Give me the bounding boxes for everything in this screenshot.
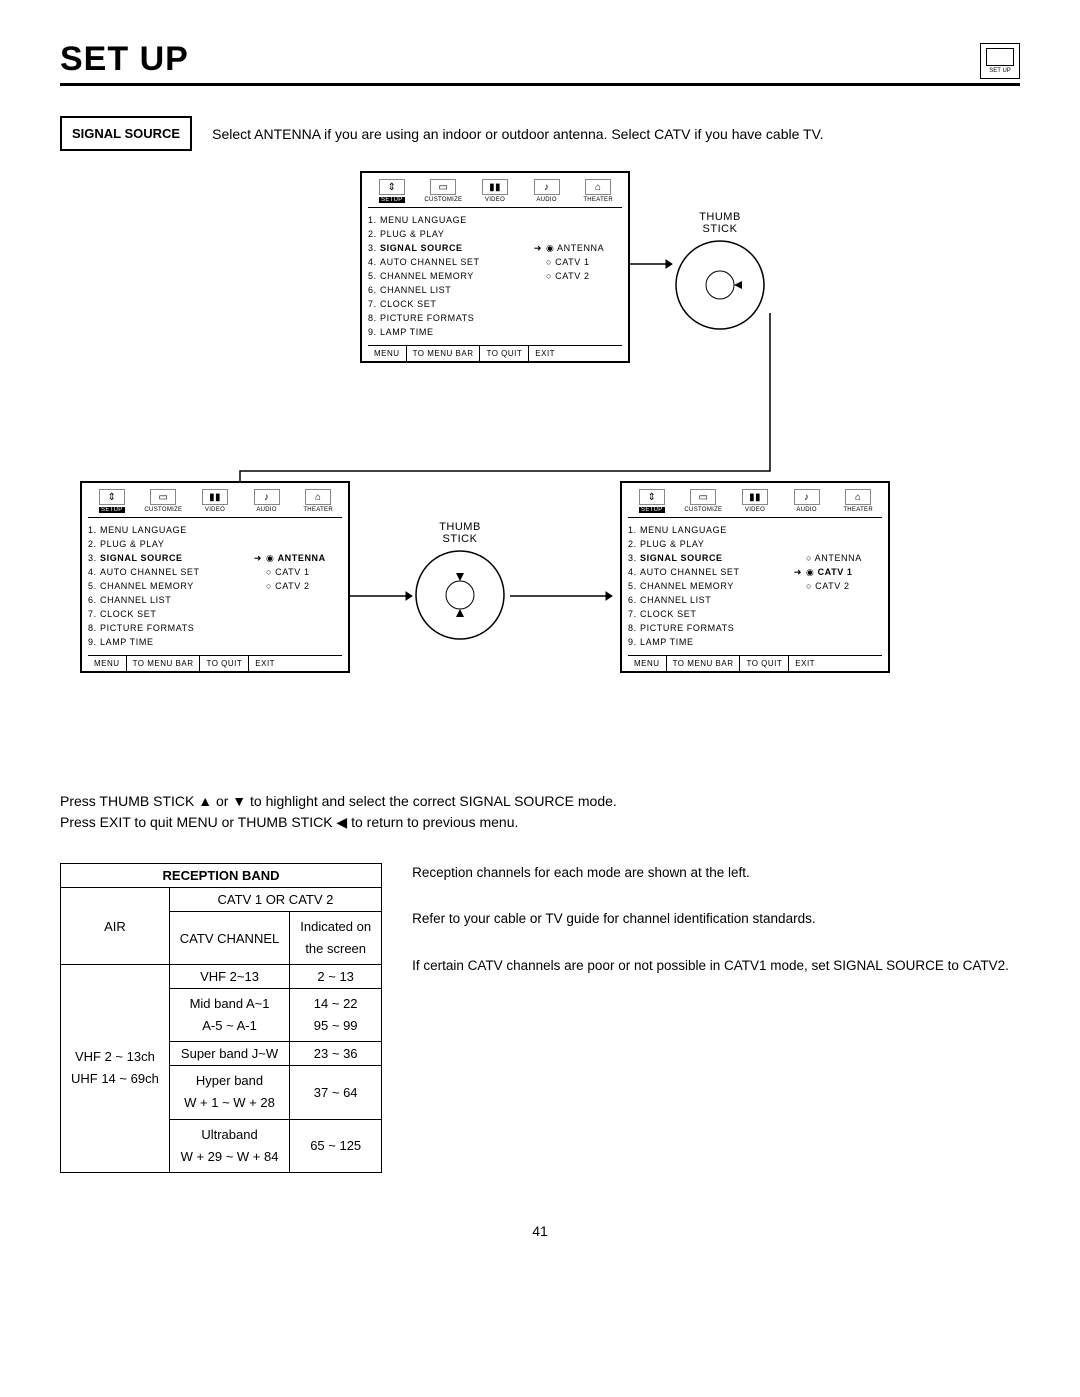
menu-panel-right: ⇕SETUP▭CUSTOMIZE▮▮VIDEO♪AUDIO⌂THEATER 1.… <box>620 481 890 673</box>
setup-icon-label: SET UP <box>989 68 1011 74</box>
menu-footer-item: EXIT <box>789 656 821 671</box>
menu-item: 4.AUTO CHANNEL SET○ CATV 1 <box>88 566 342 580</box>
menu-footer: MENUTO MENU BARTO QUITEXIT <box>628 655 882 671</box>
menu-tab-audio: ♪AUDIO <box>243 489 291 513</box>
menu-item: 7.CLOCK SET <box>628 608 882 622</box>
menu-footer-item: TO MENU BAR <box>127 656 201 671</box>
menu-tab-setup: ⇕SETUP <box>368 179 416 203</box>
menu-item: 3.SIGNAL SOURCE○ ANTENNA <box>628 552 882 566</box>
menu-item: 2.PLUG & PLAY <box>88 538 342 552</box>
thumbstick-label: THUMB STICK <box>670 211 770 235</box>
menu-item: 9.LAMP TIME <box>628 636 882 650</box>
menu-tab-theater: ⌂THEATER <box>834 489 882 513</box>
menu-item: 1.MENU LANGUAGE <box>368 214 622 228</box>
menu-tab-setup: ⇕SETUP <box>88 489 136 513</box>
thumbstick-icon <box>410 545 510 645</box>
indicated-header: Indicated on the screen <box>290 912 382 965</box>
menu-list: 1.MENU LANGUAGE2.PLUG & PLAY3.SIGNAL SOU… <box>88 524 342 649</box>
menu-footer-item: TO QUIT <box>200 656 249 671</box>
table-cell: 37 ~ 64 <box>290 1066 382 1119</box>
menu-tabs: ⇕SETUP▭CUSTOMIZE▮▮VIDEO♪AUDIO⌂THEATER <box>368 179 622 208</box>
table-cell: 14 ~ 22 95 ~ 99 <box>290 989 382 1042</box>
menu-footer-item: EXIT <box>249 656 281 671</box>
menu-item: 3.SIGNAL SOURCE➜◉ ANTENNA <box>88 552 342 566</box>
thumbstick-mid: THUMB STICK <box>410 521 510 645</box>
page-number: 41 <box>60 1223 1020 1239</box>
table-cell: Ultraband W + 29 ~ W + 84 <box>169 1119 289 1172</box>
menu-footer-item: TO QUIT <box>740 656 789 671</box>
menu-item: 2.PLUG & PLAY <box>368 228 622 242</box>
menu-footer-item: MENU <box>88 656 127 671</box>
table-cell: VHF 2~13 <box>169 965 289 989</box>
page-title: SET UP <box>60 40 189 79</box>
table-cell: Hyper band W + 1 ~ W + 28 <box>169 1066 289 1119</box>
menu-item: 4.AUTO CHANNEL SET➜◉ CATV 1 <box>628 566 882 580</box>
menu-tab-customize: ▭CUSTOMIZE <box>140 489 188 513</box>
table-cell: Super band J~W <box>169 1042 289 1066</box>
side-text: Reception channels for each mode are sho… <box>412 863 1009 1002</box>
side-para: If certain CATV channels are poor or not… <box>412 956 1009 976</box>
menu-item: 1.MENU LANGUAGE <box>88 524 342 538</box>
table-cell: 23 ~ 36 <box>290 1042 382 1066</box>
menu-tab-video: ▮▮VIDEO <box>471 179 519 203</box>
menu-tab-customize: ▭CUSTOMIZE <box>680 489 728 513</box>
table-cell: 2 ~ 13 <box>290 965 382 989</box>
signal-source-desc: Select ANTENNA if you are using an indoo… <box>212 126 823 142</box>
table-header: RECEPTION BAND <box>61 864 382 888</box>
menu-item: 6.CHANNEL LIST <box>88 594 342 608</box>
menu-panel-left: ⇕SETUP▭CUSTOMIZE▮▮VIDEO♪AUDIO⌂THEATER 1.… <box>80 481 350 673</box>
connector <box>510 591 620 601</box>
menu-tab-theater: ⌂THEATER <box>574 179 622 203</box>
air-header: AIR <box>61 888 170 965</box>
menu-tab-audio: ♪AUDIO <box>783 489 831 513</box>
setup-corner-icon: SET UP <box>980 43 1020 79</box>
menu-item: 8.PICTURE FORMATS <box>88 622 342 636</box>
connector <box>350 591 420 601</box>
menu-item: 4.AUTO CHANNEL SET○ CATV 1 <box>368 256 622 270</box>
menu-item: 8.PICTURE FORMATS <box>628 622 882 636</box>
menu-item: 1.MENU LANGUAGE <box>628 524 882 538</box>
menu-tab-setup: ⇕SETUP <box>628 489 676 513</box>
table-cell: Mid band A~1 A-5 ~ A-1 <box>169 989 289 1042</box>
instruction-line: Press THUMB STICK ▲ or ▼ to highlight an… <box>60 791 1020 812</box>
menu-tab-audio: ♪AUDIO <box>523 179 571 203</box>
air-cell: VHF 2 ~ 13ch UHF 14 ~ 69ch <box>61 965 170 1173</box>
connector-down <box>200 271 780 491</box>
instruction-line: Press EXIT to quit MENU or THUMB STICK ◀… <box>60 812 1020 833</box>
catv-header: CATV 1 OR CATV 2 <box>169 888 381 912</box>
menu-item: 9.LAMP TIME <box>88 636 342 650</box>
side-para: Refer to your cable or TV guide for chan… <box>412 909 1009 929</box>
catv-channel-header: CATV CHANNEL <box>169 912 289 965</box>
menu-item: 5.CHANNEL MEMORY○ CATV 2 <box>628 580 882 594</box>
menu-tabs: ⇕SETUP▭CUSTOMIZE▮▮VIDEO♪AUDIO⌂THEATER <box>88 489 342 518</box>
instructions: Press THUMB STICK ▲ or ▼ to highlight an… <box>60 791 1020 833</box>
thumbstick-label: THUMB STICK <box>410 521 510 545</box>
menu-tab-theater: ⌂THEATER <box>294 489 342 513</box>
menu-footer: MENUTO MENU BARTO QUITEXIT <box>88 655 342 671</box>
menu-tabs: ⇕SETUP▭CUSTOMIZE▮▮VIDEO♪AUDIO⌂THEATER <box>628 489 882 518</box>
signal-source-box: SIGNAL SOURCE <box>60 116 192 151</box>
menu-list: 1.MENU LANGUAGE2.PLUG & PLAY3.SIGNAL SOU… <box>628 524 882 649</box>
menu-item: 2.PLUG & PLAY <box>628 538 882 552</box>
connector <box>630 259 680 269</box>
diagram: ⇕SETUP▭CUSTOMIZE▮▮VIDEO♪AUDIO⌂THEATER 1.… <box>60 171 1020 771</box>
side-para: Reception channels for each mode are sho… <box>412 863 1009 883</box>
page-header: SET UP SET UP <box>60 40 1020 86</box>
menu-footer-item: MENU <box>628 656 667 671</box>
reception-band-table: RECEPTION BAND AIR CATV 1 OR CATV 2 CATV… <box>60 863 382 1173</box>
menu-tab-video: ▮▮VIDEO <box>731 489 779 513</box>
menu-item: 6.CHANNEL LIST <box>628 594 882 608</box>
menu-item: 3.SIGNAL SOURCE➜◉ ANTENNA <box>368 242 622 256</box>
menu-tab-video: ▮▮VIDEO <box>191 489 239 513</box>
menu-item: 7.CLOCK SET <box>88 608 342 622</box>
signal-source-row: SIGNAL SOURCE Select ANTENNA if you are … <box>60 116 1020 151</box>
menu-footer-item: TO MENU BAR <box>667 656 741 671</box>
bottom-section: RECEPTION BAND AIR CATV 1 OR CATV 2 CATV… <box>60 863 1020 1173</box>
menu-item: 5.CHANNEL MEMORY○ CATV 2 <box>88 580 342 594</box>
table-cell: 65 ~ 125 <box>290 1119 382 1172</box>
menu-tab-customize: ▭CUSTOMIZE <box>420 179 468 203</box>
